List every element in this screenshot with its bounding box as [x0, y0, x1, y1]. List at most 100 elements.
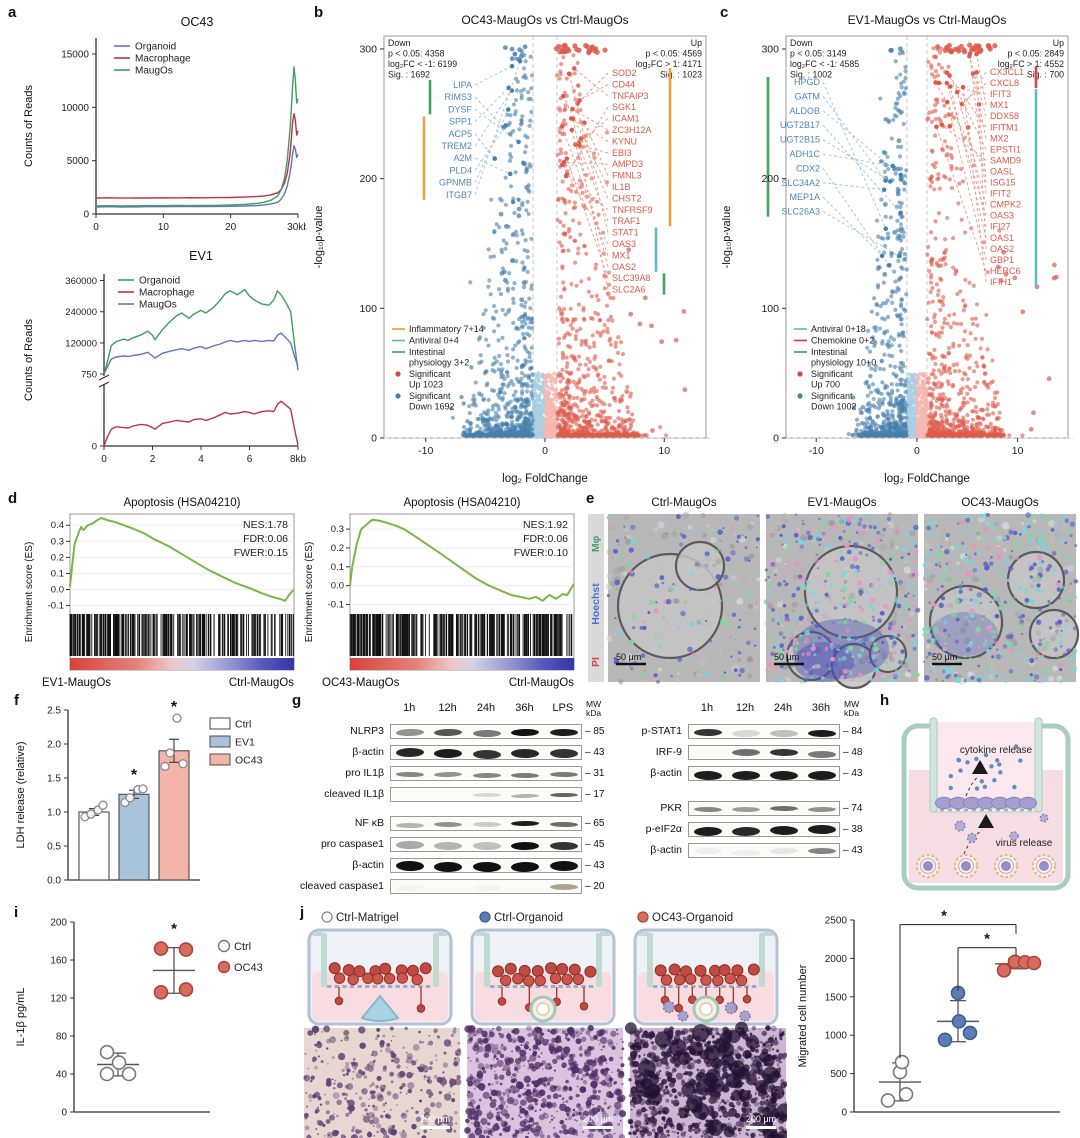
panel-label-d: d: [8, 490, 18, 507]
svg-text:2: 2: [150, 454, 156, 465]
svg-text:Macrophage: Macrophage: [139, 288, 195, 299]
svg-text:15000: 15000: [61, 50, 89, 61]
micrograph-row: Mφ Hoechst PI Ctrl-MaugOs 50 μm EV1-MaugOs 50 …: [588, 494, 1080, 690]
svg-text:ACP5: ACP5: [448, 129, 472, 139]
svg-text:log₂ FoldChange: log₂ FoldChange: [502, 473, 588, 485]
transwell-diagram: cytokine release virus release: [894, 696, 1079, 901]
svg-text:Up 1023: Up 1023: [409, 380, 443, 390]
panel-label-e: e: [586, 490, 595, 507]
gsea-apoptosis-oc43: Apoptosis (HSA04210) 0.3 0.2 0.1 0.0 -0.1 NES:…: [300, 494, 582, 690]
svg-text:Counts of Reads: Counts of Reads: [23, 85, 35, 167]
svg-text:DYSF: DYSF: [448, 104, 473, 114]
gsea-apoptosis-ev1: Apoptosis (HSA04210) 0.4 0.3 0.2 0.1 0.0 -0.1 N…: [20, 494, 302, 690]
svg-text:TNFAIP3: TNFAIP3: [612, 91, 649, 101]
svg-text:A2M: A2M: [453, 153, 472, 163]
ev1-read-coverage-chart: EV1 750 120000 240000 360000 0 0 2 4 6 8kb Counts o…: [16, 246, 306, 478]
svg-text:30kb: 30kb: [287, 222, 306, 233]
svg-text:p < 0.05: 4358: p < 0.05: 4358: [388, 49, 445, 59]
svg-text:Down 1692: Down 1692: [409, 402, 455, 412]
svg-text:200: 200: [359, 173, 377, 185]
svg-text:SOD2: SOD2: [612, 68, 637, 78]
svg-text:0: 0: [542, 445, 548, 457]
svg-text:Macrophage: Macrophage: [135, 54, 191, 65]
svg-text:RIMS3: RIMS3: [444, 92, 472, 102]
svg-text:0: 0: [92, 442, 97, 453]
svg-text:0: 0: [93, 222, 99, 233]
svg-text:Up: Up: [691, 38, 702, 48]
ev1-volcano-plot: EV1-MaugOs vs Ctrl-MaugOs Down p < 0.05: 3…: [716, 10, 1078, 488]
svg-text:EBI3: EBI3: [612, 148, 632, 158]
svg-text:TREM2: TREM2: [441, 141, 472, 151]
oc43-read-coverage-chart: OC43 0 5000 10000 15000 0 10 20 30kb Counts of Re…: [16, 12, 309, 244]
oc43-volcano-plot: OC43-MaugOs vs Ctrl-MaugOs Down p < 0.05: …: [308, 10, 718, 488]
svg-text:6: 6: [247, 454, 253, 465]
svg-text:OAS2: OAS2: [612, 262, 636, 272]
il1b-scatter-chart: 0 40 80 120 160 200 IL-1β pg/mL * Ctrl OC43: [10, 908, 295, 1136]
svg-text:10: 10: [658, 445, 670, 457]
svg-text:Down: Down: [388, 38, 411, 48]
svg-text:EV1-MaugOs vs Ctrl-MaugOs: EV1-MaugOs vs Ctrl-MaugOs: [848, 13, 1007, 27]
svg-text:log₂FC > 1: 4171: log₂FC > 1: 4171: [636, 59, 702, 69]
svg-text:10: 10: [158, 222, 170, 233]
svg-text:-10: -10: [418, 445, 433, 457]
svg-text:Intestinal: Intestinal: [409, 347, 445, 357]
svg-text:Significant: Significant: [409, 391, 451, 401]
svg-text:physiology 3+2: physiology 3+2: [409, 358, 469, 368]
panel-label-h: h: [880, 692, 890, 709]
svg-text:ZC3H12A: ZC3H12A: [612, 125, 652, 135]
svg-text:0: 0: [83, 210, 89, 221]
svg-text:log₂FC < -1: 6199: log₂FC < -1: 6199: [388, 59, 457, 69]
svg-text:PLD4: PLD4: [449, 165, 472, 175]
svg-text:Sig. : 1692: Sig. : 1692: [388, 70, 430, 80]
panel-label-a: a: [8, 4, 17, 21]
svg-text:KYNU: KYNU: [612, 136, 637, 146]
svg-text:AMPD3: AMPD3: [612, 159, 643, 169]
ldh-release-bar-chart: 0.0 0.5 1.0 1.5 2.0 2.5 LDH release (relative)…: [10, 696, 288, 902]
panel-label-g: g: [292, 692, 302, 709]
migration-assay-block: Ctrl-Matrigel Ctrl-Organoid OC43-Organoid 2…: [297, 908, 793, 1138]
svg-text:300: 300: [359, 43, 377, 55]
svg-text:Counts of Reads: Counts of Reads: [23, 319, 35, 401]
panel-label-j: j: [300, 904, 305, 921]
svg-text:Sig. : 1023: Sig. : 1023: [660, 70, 702, 80]
svg-text:-log₁₀p-value: -log₁₀p-value: [313, 206, 325, 269]
svg-text:0: 0: [101, 454, 107, 465]
svg-text:120000: 120000: [65, 338, 97, 349]
svg-text:Significant: Significant: [409, 369, 451, 379]
svg-text:4: 4: [198, 454, 204, 465]
svg-text:MaugOs: MaugOs: [135, 66, 173, 77]
svg-text:CHST2: CHST2: [612, 193, 642, 203]
svg-text:100: 100: [359, 303, 377, 315]
svg-text:SLC2A6: SLC2A6: [612, 285, 646, 295]
svg-text:5000: 5000: [67, 156, 90, 167]
svg-text:OC43-MaugOs vs Ctrl-MaugOs: OC43-MaugOs vs Ctrl-MaugOs: [461, 13, 628, 27]
svg-text:IL1B: IL1B: [612, 182, 631, 192]
svg-text:20: 20: [225, 222, 237, 233]
migrated-cells-scatter-chart: 0 500 1000 1500 2000 2500 Migrated cell number…: [792, 908, 1077, 1136]
svg-text:FMNL3: FMNL3: [612, 171, 642, 181]
svg-text:0: 0: [371, 433, 377, 445]
svg-text:360000: 360000: [65, 276, 97, 287]
svg-text:SLC39A8: SLC39A8: [612, 273, 651, 283]
svg-text:Antiviral 0+4: Antiviral 0+4: [409, 336, 459, 346]
svg-text:OAS3: OAS3: [612, 239, 636, 249]
svg-text:MaugOs: MaugOs: [139, 300, 177, 311]
svg-text:750: 750: [81, 370, 97, 381]
svg-text:CD44: CD44: [612, 79, 635, 89]
svg-text:ICAM1: ICAM1: [612, 114, 640, 124]
svg-text:240000: 240000: [65, 307, 97, 318]
panel-label-b: b: [314, 4, 324, 21]
svg-text:GPNMB: GPNMB: [439, 178, 472, 188]
svg-text:TRAF1: TRAF1: [612, 216, 641, 226]
svg-text:Inflammatory 7+14: Inflammatory 7+14: [409, 324, 484, 334]
svg-text:SGK1: SGK1: [612, 102, 636, 112]
svg-text:Organoid: Organoid: [135, 42, 176, 53]
svg-text:p < 0.05: 4569: p < 0.05: 4569: [646, 49, 703, 59]
svg-text:LIPA: LIPA: [453, 80, 472, 90]
panel-label-f: f: [14, 692, 19, 709]
svg-text:OC43: OC43: [181, 15, 214, 29]
svg-text:MX1: MX1: [612, 250, 631, 260]
svg-text:8kb: 8kb: [290, 454, 306, 465]
svg-text:EV1: EV1: [189, 249, 213, 263]
